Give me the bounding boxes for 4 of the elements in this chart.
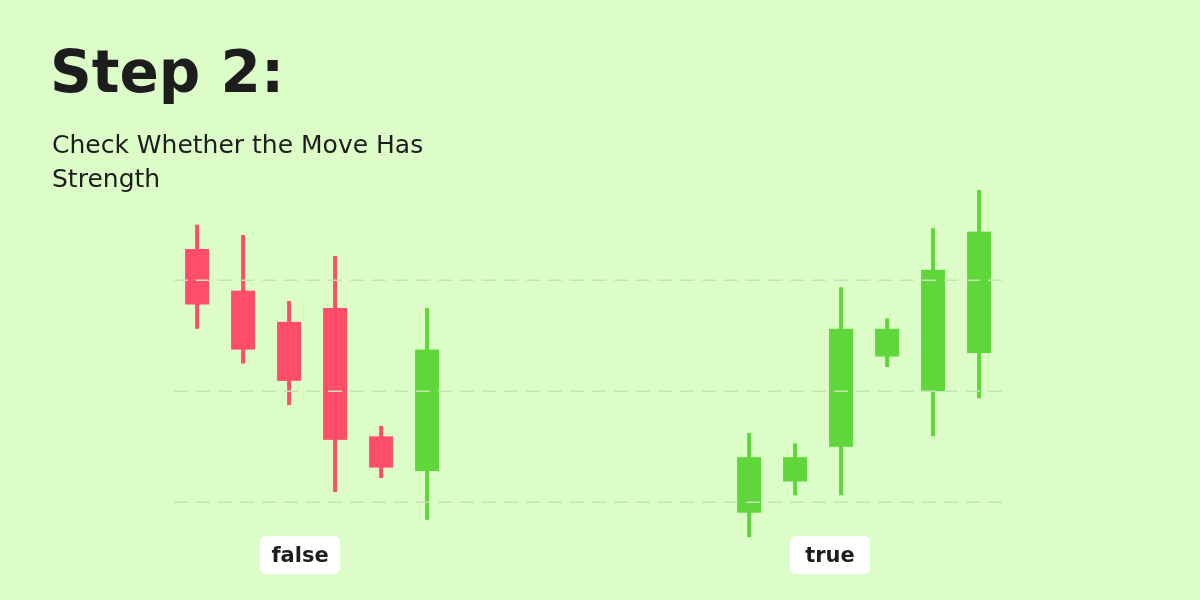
chart-title: Step 2:: [50, 38, 285, 106]
text: false: [260, 536, 340, 574]
chart-subtitle: Check Whether the Move Has Strength: [52, 129, 425, 195]
text: true: [790, 536, 870, 574]
